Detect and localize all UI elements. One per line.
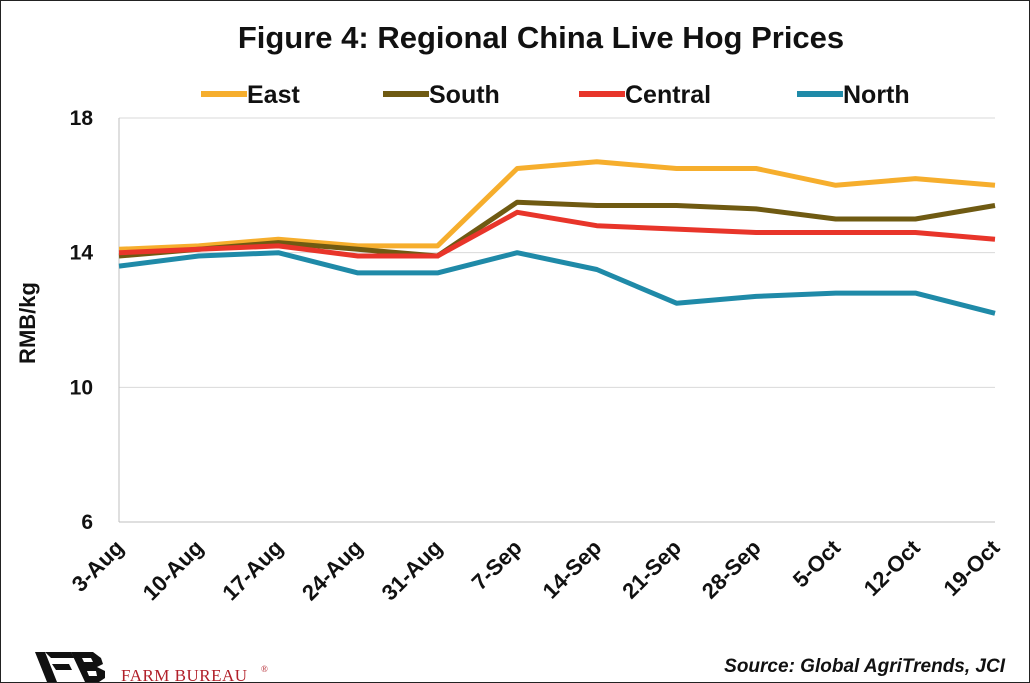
x-tick-label: 10-Aug xyxy=(138,535,208,605)
legend-label-central: Central xyxy=(625,81,711,109)
y-tick-labels: 6 10 14 18 xyxy=(70,107,94,534)
x-tick-label: 12-Oct xyxy=(859,534,926,601)
legend-label-south: South xyxy=(429,81,500,109)
x-tick-label: 7-Sep xyxy=(467,535,527,595)
legend: East South Central North xyxy=(201,81,910,109)
series-line-north xyxy=(118,250,996,316)
legend-label-north: North xyxy=(843,81,910,109)
series-line-central xyxy=(118,209,996,259)
legend-label-east: East xyxy=(247,81,300,109)
source-note: Source: Global AgriTrends, JCI xyxy=(724,656,1006,677)
y-tick-label: 14 xyxy=(70,242,94,265)
chart-title: Figure 4: Regional China Live Hog Prices xyxy=(238,20,844,55)
y-axis-label: RMB/kg xyxy=(15,282,40,364)
x-tick-labels: 3-Aug 10-Aug 17-Aug 24-Aug 31-Aug 7-Sep 14-Sep… xyxy=(67,534,1005,605)
x-tick-label: 5-Oct xyxy=(788,534,846,592)
fb-logo-icon xyxy=(35,652,105,682)
brand-name: FARM BUREAU xyxy=(121,666,248,682)
y-tick-label: 18 xyxy=(70,107,94,130)
farm-bureau-logo: FARM BUREAU ® xyxy=(35,652,268,682)
registered-mark: ® xyxy=(261,664,268,674)
x-tick-label: 3-Aug xyxy=(67,535,129,597)
x-tick-label: 21-Sep xyxy=(617,535,686,604)
series-line-south xyxy=(118,199,996,259)
x-tick-label: 31-Aug xyxy=(377,535,447,605)
gridlines xyxy=(119,117,995,523)
x-tick-label: 19-Oct xyxy=(938,534,1005,601)
series-lines xyxy=(118,159,996,316)
x-tick-label: 17-Aug xyxy=(217,535,287,605)
x-tick-label: 14-Sep xyxy=(538,535,607,604)
series-line-east xyxy=(118,159,996,252)
axes xyxy=(118,118,995,523)
x-tick-label: 24-Aug xyxy=(297,535,367,605)
x-tick-label: 28-Sep xyxy=(697,535,766,604)
y-tick-label: 10 xyxy=(70,376,93,399)
y-tick-label: 6 xyxy=(81,511,93,534)
